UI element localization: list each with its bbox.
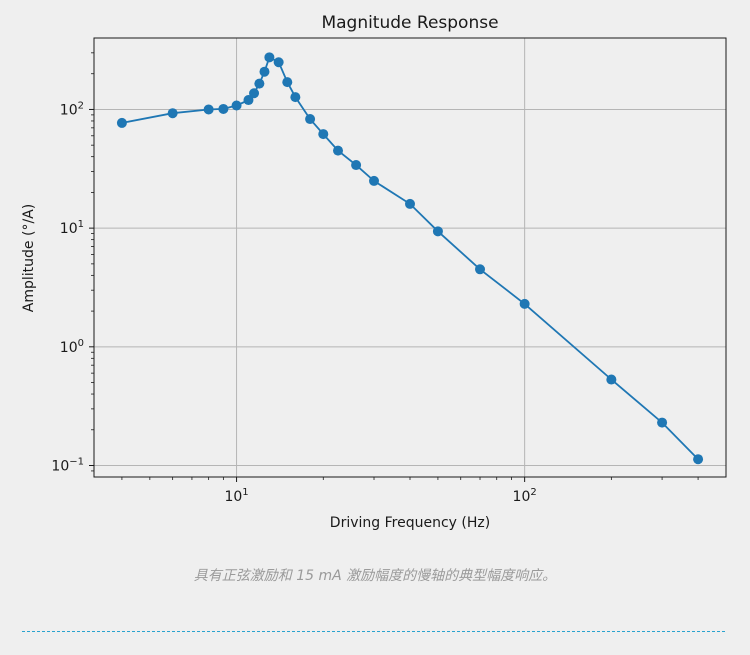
data-points: [116, 52, 704, 465]
y-axis-label: Amplitude (°/A): [21, 204, 37, 312]
data-point: [203, 104, 214, 115]
data-point: [606, 374, 617, 385]
y-tick-label: 102: [60, 100, 84, 118]
y-tick-label: 10−1: [51, 456, 84, 474]
data-point: [369, 175, 380, 186]
data-point: [249, 88, 260, 99]
data-point: [116, 117, 127, 128]
data-point: [259, 66, 270, 77]
grid-lines: [94, 38, 726, 477]
figure-caption: 具有正弦激励和 15 mA 激励幅度的慢轴的典型幅度响应。: [193, 568, 557, 584]
data-point: [693, 454, 704, 465]
data-point: [305, 114, 316, 125]
magnitude-response-chart: 101 102 10−1 100 101 102 Magnitude Response D…: [21, 13, 727, 531]
major-ticks: [89, 108, 526, 482]
dashed-divider: [22, 631, 725, 632]
y-tick-label: 100: [60, 338, 84, 356]
data-point: [264, 52, 275, 63]
plot-background: [94, 38, 726, 477]
data-point: [519, 298, 530, 309]
data-point: [167, 108, 178, 119]
data-point: [657, 417, 668, 428]
data-point: [405, 198, 415, 209]
data-point: [231, 100, 242, 111]
data-point: [218, 103, 229, 114]
data-point: [290, 92, 301, 103]
y-tick-label: 101: [60, 219, 84, 237]
data-point: [254, 78, 265, 89]
data-point: [351, 160, 362, 171]
x-tick-label: 102: [513, 487, 537, 505]
data-point: [475, 264, 486, 275]
tick-labels: 101 102 10−1 100 101 102: [51, 100, 536, 505]
data-point: [282, 77, 293, 88]
chart-title: Magnitude Response: [321, 13, 498, 33]
x-axis-label: Driving Frequency (Hz): [330, 515, 490, 531]
data-point: [273, 57, 284, 68]
plot-frame: [93, 37, 727, 478]
data-point: [318, 129, 329, 140]
x-tick-label: 101: [224, 487, 248, 505]
data-point: [333, 145, 344, 156]
data-point: [432, 226, 443, 237]
data-point: [243, 95, 254, 106]
